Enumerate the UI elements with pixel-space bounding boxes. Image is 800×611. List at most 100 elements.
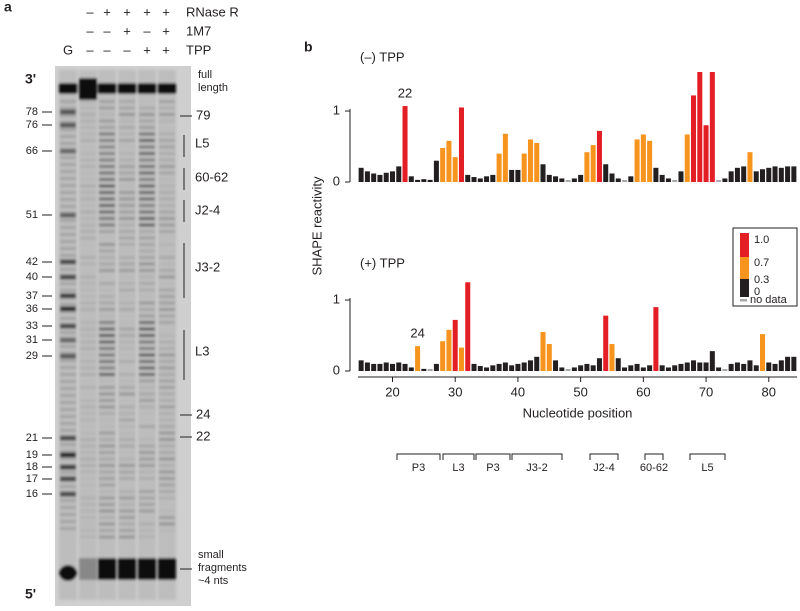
gel-band [159,113,175,116]
gel-band [119,132,135,136]
gel-band [60,373,76,376]
gel-band [119,210,135,214]
gel-band [119,490,135,493]
bar [490,365,496,371]
gel-band [60,261,76,264]
gel-band [159,100,175,103]
gel-band [138,558,156,580]
band-annotation: length [198,82,228,94]
gel-band [99,425,115,428]
gel-band [60,122,76,128]
gel-band [60,387,76,390]
panel-label: b [304,39,313,55]
bar [691,95,697,182]
gel-band [139,431,155,435]
bar [364,362,370,371]
annotation: 24 [410,326,424,341]
gel-band [139,379,155,383]
gel-band [119,425,135,428]
gel-band [60,443,76,446]
band-label: L5 [195,135,209,150]
marker-label: 36 [26,303,38,315]
y-tick-label: 1 [333,291,340,306]
bar [665,367,671,371]
gel-band [80,321,96,324]
gel-band [159,204,175,207]
bar [509,365,515,371]
gel-band [99,470,115,474]
marker-label: 76 [26,119,38,131]
bar [371,173,377,182]
gel-band [139,412,155,415]
gel-band [159,301,175,305]
gel-band [139,477,155,480]
y-tick-label: 1 [333,102,340,117]
gel-band [80,223,96,227]
gel-band [60,282,76,285]
gel-band [80,334,96,337]
gel-band [99,457,115,461]
gel-band [59,565,77,581]
bar [452,319,458,371]
gel-band [60,289,76,292]
gel-band [99,152,115,155]
gel-band [119,152,135,155]
gel-band [139,405,155,409]
gel-band [139,145,155,149]
gel-band [80,178,96,181]
gel-band [139,210,155,214]
gel-band [119,379,135,383]
gel-band [119,392,135,396]
bar [691,360,697,371]
annotation: 22 [398,86,412,101]
end-label: 3' [25,71,36,87]
gel-band [159,503,175,506]
bar [408,367,414,371]
gel-band [119,145,135,149]
gel-band [159,386,175,389]
gel-band [60,452,76,458]
gel-band [80,470,96,474]
gel-band [159,522,175,526]
gel-band [60,380,76,383]
gel-band [60,478,76,481]
gel-band [99,184,115,188]
bar [678,171,684,182]
gel-band [80,483,96,487]
bar [741,363,747,371]
gel-band [80,158,96,162]
gel-band [60,163,76,166]
gel-band [159,516,175,519]
gel-band [99,262,115,266]
gel-band [159,236,175,240]
gel-band [119,295,135,298]
bar [484,176,490,182]
gel-band [159,334,175,337]
bar [496,153,502,182]
bar [622,367,628,371]
bar [728,171,734,182]
bar [734,167,740,182]
gel-band [80,191,96,194]
gel-band [99,373,115,376]
gel-band [119,308,135,311]
gel-band [99,334,115,337]
x-tick-label: 30 [448,384,462,399]
gel-band [119,431,135,435]
gel-band [80,451,96,454]
bar [358,167,364,182]
legend-swatch [740,233,749,257]
gel-band [119,509,135,513]
gel-band [80,340,96,344]
gel-band [80,269,96,272]
gel-band [119,496,135,500]
bar [653,307,659,371]
bar [440,341,446,371]
marker-label: 42 [26,256,38,268]
region-bracket [644,453,664,460]
gel-band [99,275,115,279]
gel-band [159,373,175,376]
gel-band [99,399,115,402]
band-label: 79 [196,107,210,122]
region-bracket [511,453,563,460]
